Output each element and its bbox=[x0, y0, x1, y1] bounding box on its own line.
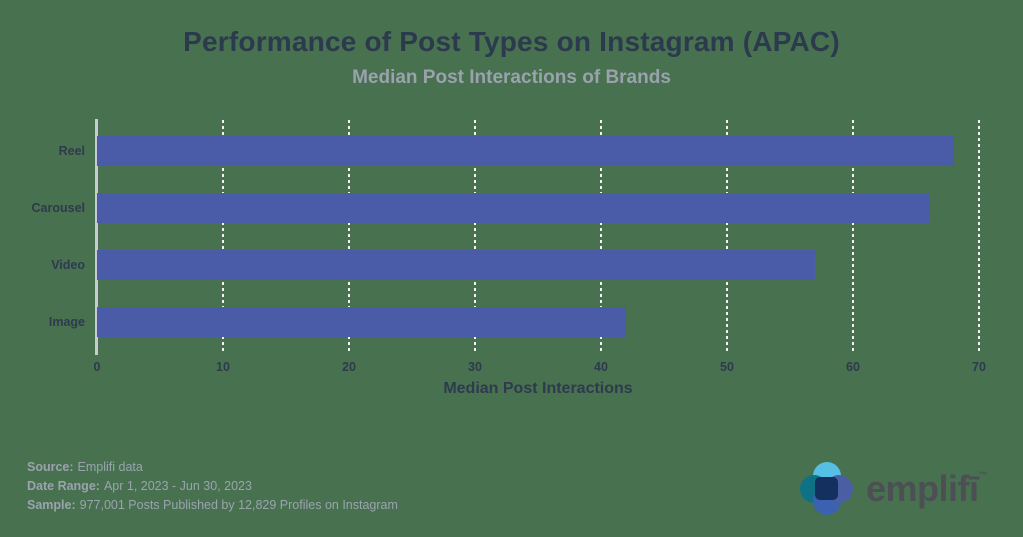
x-axis-tick-labels: 0 10 20 30 40 50 60 70 bbox=[93, 360, 986, 376]
footer-source-line: Source: Emplifi data bbox=[27, 458, 398, 477]
chart-plot-region: Reel Carousel Video Image bbox=[27, 119, 980, 355]
gridline-10 bbox=[222, 120, 224, 354]
gridline-70 bbox=[978, 120, 980, 354]
chart-title: Performance of Post Types on Instagram (… bbox=[183, 26, 840, 57]
x-tick-70: 70 bbox=[972, 360, 986, 374]
footer-daterange-value: Apr 1, 2023 - Jun 30, 2023 bbox=[103, 479, 252, 493]
category-label-image: Image bbox=[48, 315, 85, 330]
emplifi-logo: emplifī™ bbox=[799, 462, 987, 515]
emplifi-wordmark-text: emplifī bbox=[865, 467, 979, 509]
x-tick-40: 40 bbox=[594, 360, 608, 374]
category-label-reel: Reel bbox=[58, 143, 85, 158]
logo-square-center bbox=[814, 477, 838, 500]
x-tick-50: 50 bbox=[720, 360, 734, 374]
footer-daterange-label: Date Range: bbox=[27, 479, 100, 493]
y-axis-line bbox=[95, 119, 98, 355]
bar-video bbox=[97, 250, 816, 281]
x-tick-60: 60 bbox=[846, 360, 860, 374]
gridline-30 bbox=[474, 120, 476, 354]
trademark-symbol: ™ bbox=[978, 469, 988, 480]
category-label-video: Video bbox=[51, 258, 85, 273]
footer-sample-label: Sample: bbox=[27, 498, 76, 512]
gridline-60 bbox=[852, 120, 854, 354]
x-tick-20: 20 bbox=[342, 360, 356, 374]
footer-notes: Source: Emplifi data Date Range: Apr 1, 20… bbox=[27, 458, 398, 515]
chart-subtitle: Median Post Interactions of Brands bbox=[352, 67, 671, 88]
footer-source-value: Emplifi data bbox=[77, 460, 143, 474]
bar-carousel bbox=[97, 192, 929, 223]
footer-source-label: Source: bbox=[27, 460, 74, 474]
gridline-20 bbox=[348, 120, 350, 354]
emplifi-wordmark: emplifī™ bbox=[866, 468, 987, 510]
bar-row-reel bbox=[97, 122, 979, 179]
footer-daterange-line: Date Range: Apr 1, 2023 - Jun 30, 2023 bbox=[27, 477, 398, 496]
footer-sample-line: Sample: 977,001 Posts Published by 12,829… bbox=[27, 496, 398, 515]
x-axis-title: Median Post Interactions bbox=[443, 380, 633, 397]
bar-series bbox=[97, 122, 979, 351]
emplifi-logo-icon bbox=[799, 462, 853, 515]
x-tick-10: 10 bbox=[216, 360, 230, 374]
gridline-50 bbox=[726, 120, 728, 354]
gridline-40 bbox=[600, 120, 602, 354]
category-label-carousel: Carousel bbox=[31, 200, 86, 215]
bar-row-video bbox=[97, 237, 979, 294]
y-axis-category-labels: Reel Carousel Video Image bbox=[27, 122, 97, 351]
x-tick-30: 30 bbox=[468, 360, 482, 374]
plot-area bbox=[95, 119, 980, 355]
bar-row-carousel bbox=[97, 179, 979, 236]
bar-row-image bbox=[97, 294, 979, 351]
footer-sample-value: 977,001 Posts Published by 12,829 Profil… bbox=[79, 498, 398, 512]
bar-image bbox=[97, 307, 627, 338]
x-tick-0: 0 bbox=[93, 360, 101, 374]
bar-reel bbox=[97, 135, 954, 166]
